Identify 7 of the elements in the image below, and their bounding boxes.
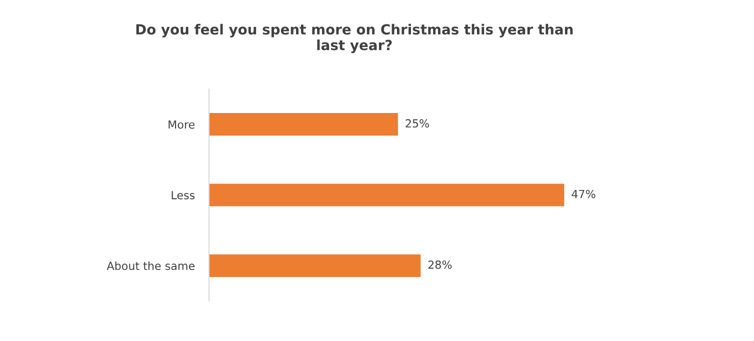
y-tick-label: Less xyxy=(172,191,195,200)
data-label: 47% xyxy=(572,190,596,198)
y-tick-label: More xyxy=(168,120,195,129)
data-label: 28% xyxy=(428,260,452,269)
y-tick-label: About the same xyxy=(106,261,195,270)
chart-title: Do you feel you spent more on Christmas this year than last year? xyxy=(136,24,573,54)
data-label: 25% xyxy=(406,119,429,128)
